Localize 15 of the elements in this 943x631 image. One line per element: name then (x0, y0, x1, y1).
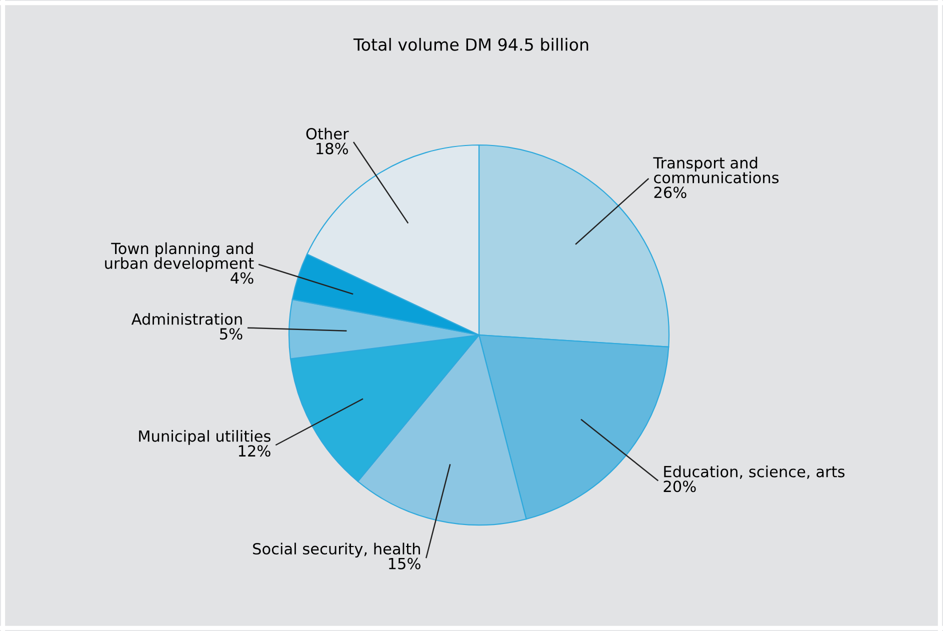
slice-label: Transport and communications (653, 156, 779, 184)
slice-label: Town planning and urban development (105, 242, 254, 272)
data-label: 5% (220, 328, 242, 340)
chart-title: Total volume DM 94.5 billion (353, 38, 588, 51)
data-label: 12% (238, 445, 270, 457)
data-label: 4% (230, 272, 254, 284)
slice-label: Other (306, 128, 349, 140)
data-label: 20% (664, 480, 696, 492)
slice-label: Administration (131, 313, 242, 325)
slice-label: Education, science, arts (664, 466, 844, 479)
slice-label: Municipal utilities (139, 430, 270, 445)
data-label: 15% (388, 558, 420, 570)
data-label: 18% (316, 142, 348, 154)
slice-label: Social security, health (253, 542, 420, 558)
data-label: 26% (654, 186, 686, 198)
